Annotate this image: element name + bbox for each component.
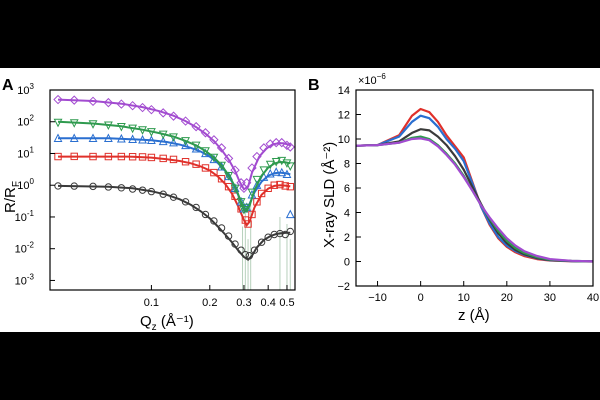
panel-a-point-red: [244, 220, 252, 228]
panel-a-point-red: [210, 168, 218, 177]
panel-a-y-tick-label: 10-3: [15, 272, 35, 287]
panel-b-y-axis-title: X-ray SLD (Å⁻²): [321, 142, 338, 248]
panel-a-y-tick-label: 10-1: [15, 209, 35, 224]
panel-a-point-purple: [285, 142, 295, 152]
panel-b-y-tick-label: 12: [338, 110, 350, 122]
panel-b-y-tick-label: 8: [344, 159, 350, 171]
panel-b-y-tick-label: 6: [344, 183, 350, 195]
panel-a-point-red: [217, 175, 226, 183]
panel-b-x-tick-label: −10: [368, 292, 387, 304]
panel-a-x-tick-label: 0.4: [261, 297, 276, 309]
panel-a-x-tick-label: 0.2: [202, 297, 217, 309]
panel-a-axes-frame: [49, 89, 296, 291]
figure-svg: A 0.1 0.2 0.3 0.4 0.5 10-310-210-11001011021…: [2, 72, 599, 332]
panel-b-y-tick-label: 14: [338, 85, 350, 97]
panel-a-point-purple: [230, 165, 240, 175]
panel-b-x-axis-title: z (Å): [458, 307, 490, 324]
panel-a-point-purple: [69, 95, 79, 105]
panel-a-x-ticks: 0.1 0.2 0.3 0.4 0.5: [144, 285, 295, 309]
panel-a-point-black: [286, 227, 294, 236]
panel-a-x-axis-title: Qz (Å⁻¹): [140, 313, 194, 332]
panel-a-x-tick-label: 0.3: [236, 297, 251, 309]
panel-a-point-green: [285, 162, 295, 172]
panel-a-y-tick-label: 102: [17, 114, 34, 129]
panel-b-y-tick-label: −2: [337, 281, 350, 293]
panel-a-point-red: [248, 210, 256, 219]
panel-a-x-tick-label: 0.1: [144, 297, 159, 309]
panel-b-x-ticks: −10 0 10 20 30 40: [368, 281, 599, 304]
panel-a-fit-line-black: [57, 184, 291, 261]
panel-a-point-black: [210, 217, 218, 225]
panel-a-series-red: [54, 152, 294, 228]
panel-a-series-green: [53, 118, 295, 215]
panel-b-x-tick-label: 30: [544, 292, 556, 304]
panel-a-fit-line-blue: [58, 137, 291, 213]
figure-panel: A 0.1 0.2 0.3 0.4 0.5 10-3 10-2 10-1 100 101 102 1…: [0, 68, 600, 332]
panel-a-fit-line-red: [58, 155, 291, 227]
panel-b-line-red: [355, 107, 594, 263]
panel-b-x-tick-label: 40: [587, 292, 599, 304]
panel-b-scale-factor: ×10−6: [358, 72, 386, 87]
panel-b-x-tick-label: 10: [458, 292, 470, 304]
panel-b-line-purple: [355, 137, 594, 263]
panel-a-plot-area: [53, 94, 295, 290]
panel-b-plot-area: [355, 107, 594, 263]
panel-a-point-green: [224, 171, 234, 181]
panel-a: A 0.1 0.2 0.3 0.4 0.5 10-310-210-11001011021…: [2, 77, 296, 332]
panel-b-y-tick-label: 4: [344, 208, 350, 220]
panel-b-axes-frame: [355, 89, 594, 287]
panel-a-y-tick-label: 100: [17, 177, 34, 192]
panel-a-y-ticks: 10-3 10-2 10-1 100 101 102 103: [15, 82, 55, 287]
panel-b-y-tick-label: 2: [344, 232, 350, 244]
panel-a-fit-line-purple: [57, 98, 291, 191]
panel-a-point-black: [181, 198, 190, 206]
panel-a-point-blue: [271, 167, 281, 176]
panel-a-point-green: [209, 153, 219, 163]
panel-b-x-tick-label: 0: [418, 292, 424, 304]
panel-b-y-tick-label: 10: [338, 134, 350, 146]
panel-a-x-tick-label: 0.5: [279, 297, 294, 309]
panel-a-point-green: [217, 161, 226, 171]
panel-a-point-blue: [285, 209, 295, 219]
panel-b: B −10 0 10 20 30 40 −2 0 2 4 6 8 10 12 14 ×10−6 z (Å)…: [308, 72, 599, 324]
panel-b-line-green: [355, 135, 594, 263]
panel-b-y-tick-label: 0: [344, 257, 350, 269]
panel-a-y-tick-label: 103: [17, 82, 34, 97]
panel-a-series-black: [54, 182, 294, 261]
panel-a-label: A: [2, 77, 14, 94]
panel-b-y-ticks: −2 0 2 4 6 8 10 12 14: [337, 85, 361, 293]
panel-a-y-tick-label: 10-2: [15, 241, 35, 256]
panel-a-fit-line-green: [57, 120, 291, 213]
panel-a-point-purple: [53, 94, 63, 105]
panel-a-y-axis-title: R/RF: [2, 181, 22, 213]
panel-a-point-green: [236, 198, 246, 207]
panel-a-point-black: [257, 238, 266, 246]
panel-a-point-purple: [277, 137, 287, 148]
panel-a-point-black: [201, 210, 210, 219]
panel-a-series-purple: [53, 94, 295, 194]
panel-b-x-tick-label: 20: [501, 292, 513, 304]
panel-a-y-tick-label: 101: [17, 145, 34, 160]
panel-b-label: B: [308, 77, 320, 94]
panel-a-point-black: [192, 203, 200, 212]
panel-a-point-black: [264, 233, 272, 241]
